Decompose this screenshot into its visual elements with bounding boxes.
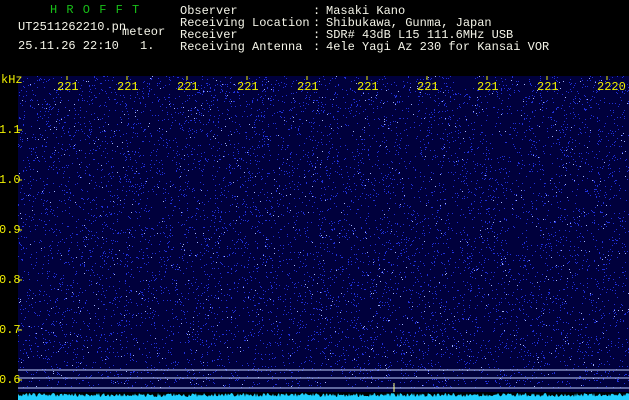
y-tick-label: 1.0 xyxy=(0,173,21,187)
x-tick-label: 221 xyxy=(537,80,559,94)
x-tick-label: 221 xyxy=(117,80,139,94)
x-tick-label: 221 xyxy=(357,80,379,94)
x-tick-label: 221 xyxy=(417,80,439,94)
file-name: UT2511262210.pn xyxy=(18,20,126,34)
info-label: Receiver xyxy=(180,28,238,42)
x-tick-label: 221 xyxy=(177,80,199,94)
app-name: H R O F F T xyxy=(50,3,140,17)
spectrum xyxy=(18,393,629,400)
info-label: Observer xyxy=(180,4,238,18)
datetime: 25.11.26 22:10 xyxy=(18,39,119,53)
info-value: 4ele Yagi Az 230 for Kansai VOR xyxy=(326,40,549,54)
x-tick-label: 221 xyxy=(57,80,79,94)
y-tick-label: 0.6 xyxy=(0,373,21,387)
y-tick-label: 0.9 xyxy=(0,223,21,237)
info-label: Receiving Location xyxy=(180,16,310,30)
info-separator: : xyxy=(313,4,320,18)
info-value: Shibukawa, Gunma, Japan xyxy=(326,16,492,30)
info-separator: : xyxy=(313,16,320,30)
unit: kHz xyxy=(1,73,23,87)
x-tick-label: 221 xyxy=(297,80,319,94)
x-tick-label: 221 xyxy=(237,80,259,94)
info-value: Masaki Kano xyxy=(326,4,405,18)
y-tick-label: 1.1 xyxy=(0,123,21,137)
x-tick-label: 2220 xyxy=(597,80,626,94)
y-tick-label: 0.8 xyxy=(0,273,21,287)
waterfall xyxy=(18,76,629,392)
info-separator: : xyxy=(313,40,320,54)
info-value: SDR# 43dB L15 111.6MHz USB xyxy=(326,28,513,42)
tag: meteor xyxy=(122,25,165,39)
info-separator: : xyxy=(313,28,320,42)
x-tick-label: 221 xyxy=(477,80,499,94)
y-tick-label: 0.7 xyxy=(0,323,21,337)
index: 1. xyxy=(140,39,154,53)
info-label: Receiving Antenna xyxy=(180,40,302,54)
